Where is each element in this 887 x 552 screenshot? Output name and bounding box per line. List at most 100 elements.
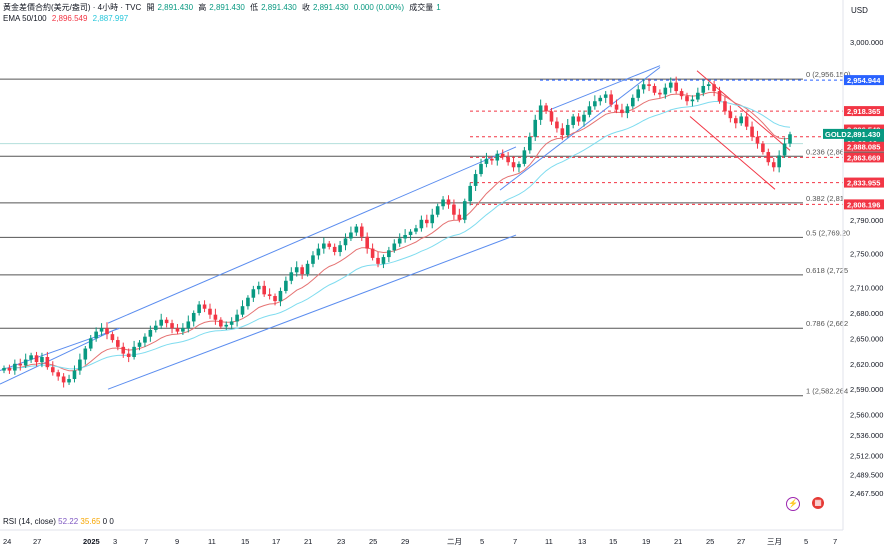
candle-body <box>40 357 44 363</box>
us-flag-icon[interactable]: ▦ <box>812 497 824 509</box>
candle-body <box>777 155 781 168</box>
candle-body <box>544 105 548 112</box>
open-label: 開 <box>146 3 155 12</box>
candle-body <box>674 82 678 92</box>
price-tag-label: 2,918.365 <box>847 107 880 116</box>
candles <box>2 76 792 388</box>
candle-body <box>603 94 608 98</box>
ema100-value: 2,887.997 <box>92 14 129 23</box>
price-tick-label: 3,000.000 <box>850 38 883 47</box>
rsi-legend[interactable]: RSI (14, close) 52.22 35.65 0 0 <box>3 517 114 526</box>
candle-body <box>766 152 771 163</box>
time-tick-label: 23 <box>337 537 345 546</box>
candle-body <box>256 285 261 290</box>
price-tick-label: 2,680.000 <box>850 309 883 318</box>
candle-body <box>723 101 727 112</box>
price-tick-label: 2,590.000 <box>850 385 883 394</box>
candle-body <box>511 162 516 168</box>
price-tag-label: 2,888.085 <box>847 143 880 152</box>
candle-body <box>468 185 472 202</box>
candle-body <box>668 82 673 88</box>
lightning-icon[interactable]: ⚡ <box>786 497 800 511</box>
ema-label: EMA 50/100 <box>3 14 47 23</box>
price-tick-label: 2,536.000 <box>850 431 883 440</box>
candle-body <box>446 199 451 205</box>
candle-body <box>153 325 158 330</box>
price-tag-box <box>844 141 884 152</box>
low-value: 2,891.430 <box>261 3 297 12</box>
candle-body <box>88 338 93 349</box>
candle-body <box>175 328 180 332</box>
close-value: 2,891.430 <box>312 3 349 12</box>
candle-body <box>403 235 407 239</box>
candle-body <box>387 250 391 258</box>
time-tick-label: 7 <box>144 537 148 546</box>
time-tick-label: 3 <box>113 537 117 546</box>
time-tick-label: 三月 <box>767 537 782 546</box>
candle-body <box>473 174 478 186</box>
candle-body <box>549 111 554 122</box>
candle-body <box>571 116 575 125</box>
candle-body <box>381 257 386 264</box>
time-tick-label: 27 <box>737 537 745 546</box>
rsi-value3: 0 <box>102 517 108 526</box>
candle-body <box>121 346 126 354</box>
candle-body <box>45 357 50 368</box>
change-value: 0.000 (0.00%) <box>353 3 405 12</box>
time-tick-label: 21 <box>304 537 312 546</box>
candle-body <box>598 97 603 102</box>
candle-body <box>728 111 733 119</box>
chart-header-line1: 黃金差價合約(美元/盎司) · 4小時 · TVC 開 2,891.430 高 2,… <box>3 3 444 13</box>
down-channel-upper <box>696 70 791 151</box>
price-tag-box <box>844 128 884 139</box>
candle-body <box>631 97 635 107</box>
candle-body <box>132 346 136 358</box>
time-tick-label: 15 <box>609 537 617 546</box>
candle-body <box>408 231 413 236</box>
candle-body <box>696 92 700 100</box>
price-tags: 2,954.9442,918.3652,896.5492,891.43003:2… <box>823 75 884 210</box>
price-tick-label: 2,650.000 <box>850 334 883 343</box>
candle-body <box>435 206 440 215</box>
channel-upper-main <box>107 146 517 324</box>
open-value: 2,891.430 <box>157 3 194 12</box>
candle-body <box>278 290 283 302</box>
candle-body <box>533 119 538 137</box>
candle-body <box>593 101 597 107</box>
fib-level-label: 1 (2,582.264 <box>806 387 848 396</box>
candle-body <box>332 246 337 252</box>
candle-body <box>522 150 527 164</box>
candle-body <box>294 267 299 273</box>
candle-body <box>652 85 657 93</box>
time-tick-label: 17 <box>272 537 280 546</box>
time-tick-label: 21 <box>674 537 682 546</box>
candle-body <box>300 267 304 275</box>
time-tick-label: 9 <box>175 537 179 546</box>
candle-body <box>61 376 66 383</box>
low-label: 低 <box>250 3 259 12</box>
currency-label[interactable]: USD <box>851 6 868 15</box>
candle-body <box>771 162 776 168</box>
candle-body <box>235 314 239 322</box>
time-axis: 24 27 2025 3 7 9 11 15 17 21 23 25 29 二月 5 7 11 13 15 19 21 2… <box>0 529 843 546</box>
candle-body <box>392 243 397 251</box>
fib-level-label: 0 (2,956.150) <box>806 70 851 79</box>
candle-body <box>186 321 191 329</box>
price-tag-box <box>844 106 884 117</box>
time-tick-label: 15 <box>241 537 249 546</box>
candle-body <box>425 219 429 224</box>
candle-body <box>197 304 201 313</box>
candle-body <box>34 355 39 363</box>
time-tick-label: 25 <box>369 537 377 546</box>
time-tick-label: 2025 <box>83 537 100 546</box>
price-tick-label: 2,750.000 <box>850 250 883 259</box>
candle-body <box>311 255 315 264</box>
price-tag-box <box>844 199 884 210</box>
ema50-value: 2,896.549 <box>51 14 88 23</box>
time-tick-label: 27 <box>33 537 41 546</box>
candle-body <box>137 342 142 347</box>
candle-body <box>685 96 689 102</box>
symbol-tag-label: GOLD <box>825 130 847 139</box>
ema50-line <box>3 91 791 372</box>
